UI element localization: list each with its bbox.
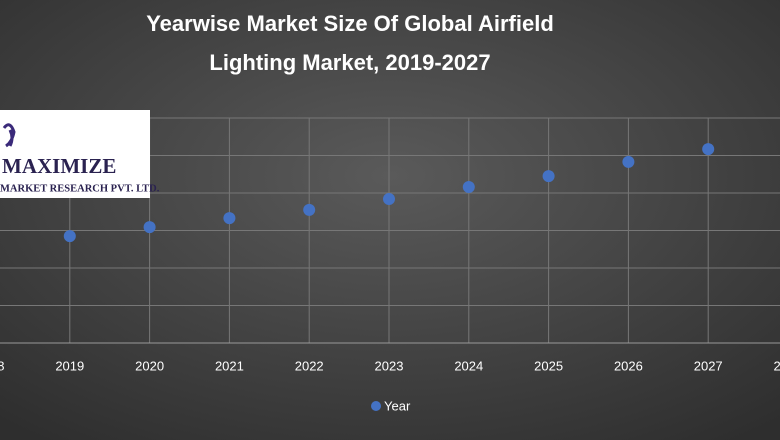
logo-icon: [2, 123, 16, 148]
x-tick-label: 2026: [614, 358, 643, 373]
chart-subtitle: Lighting Market, 2019-2027: [209, 50, 490, 75]
logo: MAXIMIZE MARKET RESEARCH PVT. LTD.: [0, 110, 160, 198]
x-tick-label: 2024: [454, 358, 483, 373]
x-tick-label: 2028: [774, 358, 780, 373]
logo-box: [0, 110, 150, 198]
plot-area: 2018 2019 2020 2021 2022 2023 2024 2025 2026 2027…: [0, 117, 780, 413]
legend-marker: [371, 401, 381, 411]
logo-tagline: MARKET RESEARCH PVT. LTD.: [0, 183, 160, 194]
x-tick-label: 2027: [694, 358, 723, 373]
point: [702, 143, 715, 156]
x-tick-label: 2018: [0, 358, 4, 373]
x-tick-label: 2023: [375, 358, 404, 373]
point: [63, 230, 76, 243]
x-tick-label: 2025: [534, 358, 563, 373]
point: [223, 212, 236, 225]
x-tick-label: 2022: [295, 358, 324, 373]
point: [622, 155, 635, 168]
chart-title: Yearwise Market Size Of Global Airfield: [146, 11, 554, 36]
point: [143, 221, 156, 234]
point: [542, 170, 555, 183]
logo-name: MAXIMIZE: [2, 154, 116, 178]
x-tick-label: 2020: [135, 358, 164, 373]
x-tick-label: 2021: [215, 358, 244, 373]
point: [462, 181, 475, 193]
x-tick-label: 2019: [55, 358, 84, 373]
legend-label: Year: [384, 398, 411, 413]
point: [383, 193, 395, 205]
point: [303, 203, 316, 216]
